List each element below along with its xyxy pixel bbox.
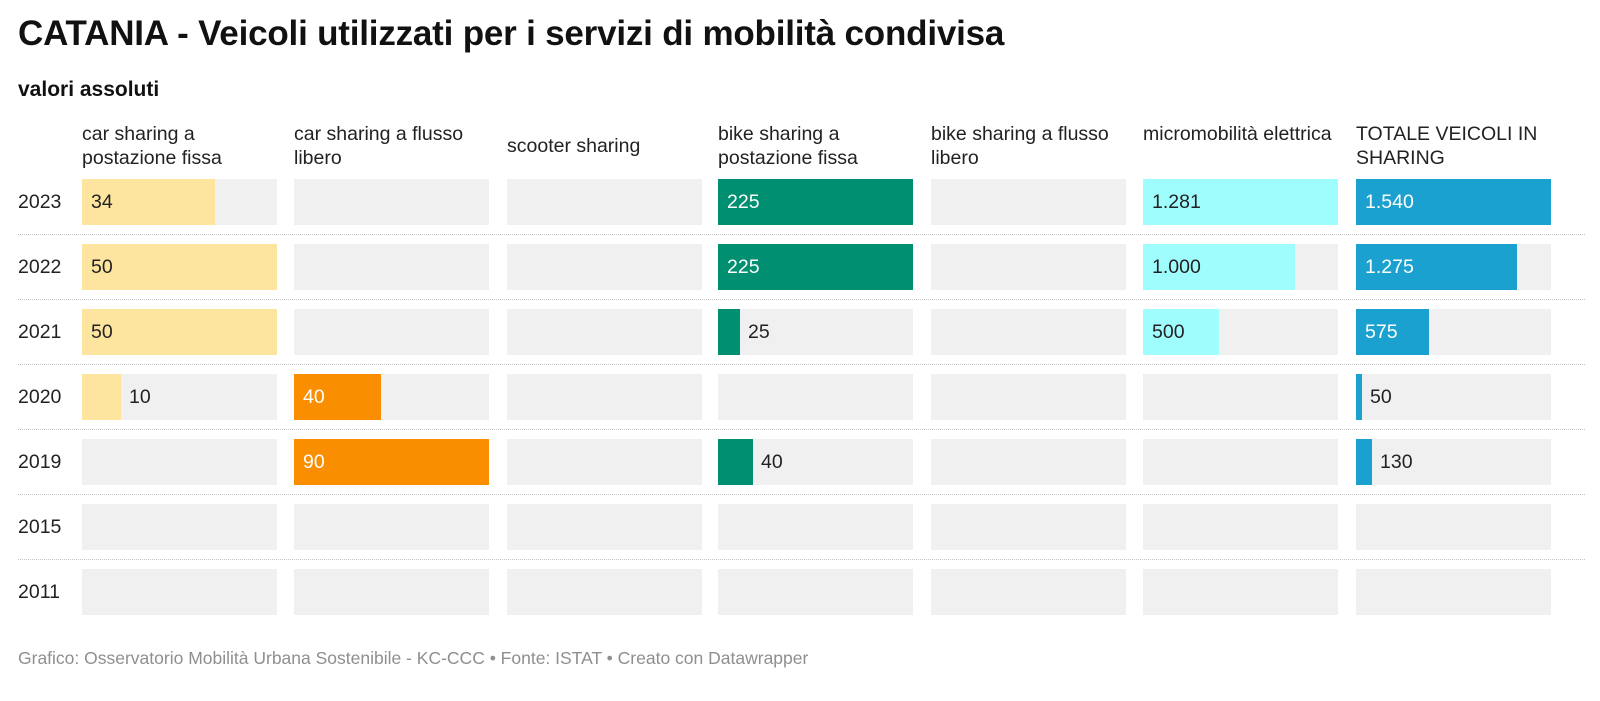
cell-background bbox=[931, 179, 1126, 225]
bar bbox=[294, 439, 489, 485]
column-header: bike sharing a flusso libero bbox=[931, 123, 1109, 169]
cell-background bbox=[82, 439, 277, 485]
row-label: 2019 bbox=[18, 451, 62, 473]
bar-value-label: 1.000 bbox=[1152, 256, 1201, 278]
row-separator bbox=[18, 364, 1585, 365]
row-label: 2011 bbox=[18, 581, 60, 603]
row-label: 2020 bbox=[18, 386, 62, 408]
cell-background bbox=[931, 569, 1126, 615]
bar bbox=[82, 244, 277, 290]
cell-background bbox=[718, 569, 913, 615]
cell-background bbox=[931, 439, 1126, 485]
cell-background bbox=[931, 244, 1126, 290]
cell-background bbox=[1356, 569, 1551, 615]
bar-value-label: 225 bbox=[727, 256, 760, 278]
column-header: car sharing a postazione fissa bbox=[82, 123, 222, 169]
bar bbox=[1356, 374, 1362, 420]
cell-background bbox=[507, 504, 702, 550]
cell-background bbox=[507, 309, 702, 355]
row-label: 2023 bbox=[18, 191, 62, 213]
bar bbox=[718, 244, 913, 290]
bar-value-label: 40 bbox=[761, 451, 783, 473]
column-header: bike sharing a postazione fissa bbox=[718, 123, 858, 169]
column-header: TOTALE VEICOLI IN SHARING bbox=[1356, 123, 1538, 169]
bar bbox=[1356, 439, 1372, 485]
cell-background bbox=[718, 504, 913, 550]
cell-background bbox=[507, 439, 702, 485]
row-separator bbox=[18, 429, 1585, 430]
bar bbox=[82, 179, 215, 225]
cell-background bbox=[507, 179, 702, 225]
column-header: scooter sharing bbox=[507, 135, 641, 157]
cell-background bbox=[82, 569, 277, 615]
cell-background bbox=[718, 309, 913, 355]
bar-value-label: 25 bbox=[748, 321, 770, 343]
cell-background bbox=[507, 244, 702, 290]
bar-value-label: 10 bbox=[129, 386, 151, 408]
chart-title: CATANIA - Veicoli utilizzati per i servi… bbox=[18, 14, 1005, 53]
cell-background bbox=[1356, 439, 1551, 485]
cell-background bbox=[507, 374, 702, 420]
cell-background bbox=[931, 309, 1126, 355]
bar-value-label: 225 bbox=[727, 191, 760, 213]
cell-background bbox=[718, 374, 913, 420]
cell-background bbox=[294, 179, 489, 225]
bar bbox=[1143, 244, 1295, 290]
cell-background bbox=[1356, 374, 1551, 420]
bar-value-label: 40 bbox=[303, 386, 325, 408]
bar bbox=[718, 179, 913, 225]
row-separator bbox=[18, 299, 1585, 300]
cell-background bbox=[294, 569, 489, 615]
bar-value-label: 50 bbox=[1370, 386, 1392, 408]
bar-value-label: 130 bbox=[1380, 451, 1413, 473]
chart-footer: Grafico: Osservatorio Mobilità Urbana So… bbox=[18, 648, 809, 668]
column-header: micromobilità elettrica bbox=[1143, 123, 1332, 145]
cell-background bbox=[294, 504, 489, 550]
row-separator bbox=[18, 234, 1585, 235]
bar bbox=[1356, 244, 1517, 290]
cell-background bbox=[1143, 504, 1338, 550]
bar bbox=[718, 309, 740, 355]
cell-background bbox=[507, 569, 702, 615]
bar bbox=[82, 309, 277, 355]
cell-background bbox=[294, 244, 489, 290]
chart-subtitle: valori assoluti bbox=[18, 78, 160, 101]
row-label: 2022 bbox=[18, 256, 62, 278]
bar bbox=[294, 374, 381, 420]
bar-value-label: 50 bbox=[91, 321, 113, 343]
bar-value-label: 1.275 bbox=[1365, 256, 1414, 278]
cell-background bbox=[1143, 569, 1338, 615]
cell-background bbox=[294, 309, 489, 355]
bar-value-label: 1.540 bbox=[1365, 191, 1414, 213]
bar bbox=[1143, 309, 1219, 355]
bar bbox=[718, 439, 753, 485]
column-header: car sharing a flusso libero bbox=[294, 123, 464, 169]
cell-background bbox=[931, 374, 1126, 420]
bar bbox=[1356, 309, 1429, 355]
bar-value-label: 34 bbox=[91, 191, 113, 213]
cell-background bbox=[1143, 439, 1338, 485]
bar-value-label: 50 bbox=[91, 256, 113, 278]
bar-value-label: 575 bbox=[1365, 321, 1398, 343]
row-label: 2021 bbox=[18, 321, 62, 343]
row-separator bbox=[18, 494, 1585, 495]
bar bbox=[82, 374, 121, 420]
cell-background bbox=[1356, 504, 1551, 550]
row-label: 2015 bbox=[18, 516, 62, 538]
bar bbox=[1143, 179, 1338, 225]
bar bbox=[1356, 179, 1551, 225]
bar-value-label: 90 bbox=[303, 451, 325, 473]
bar-value-label: 1.281 bbox=[1152, 191, 1201, 213]
cell-background bbox=[1143, 374, 1338, 420]
cell-background bbox=[931, 504, 1126, 550]
bar-value-label: 500 bbox=[1152, 321, 1185, 343]
cell-background bbox=[82, 504, 277, 550]
row-separator bbox=[18, 559, 1585, 560]
